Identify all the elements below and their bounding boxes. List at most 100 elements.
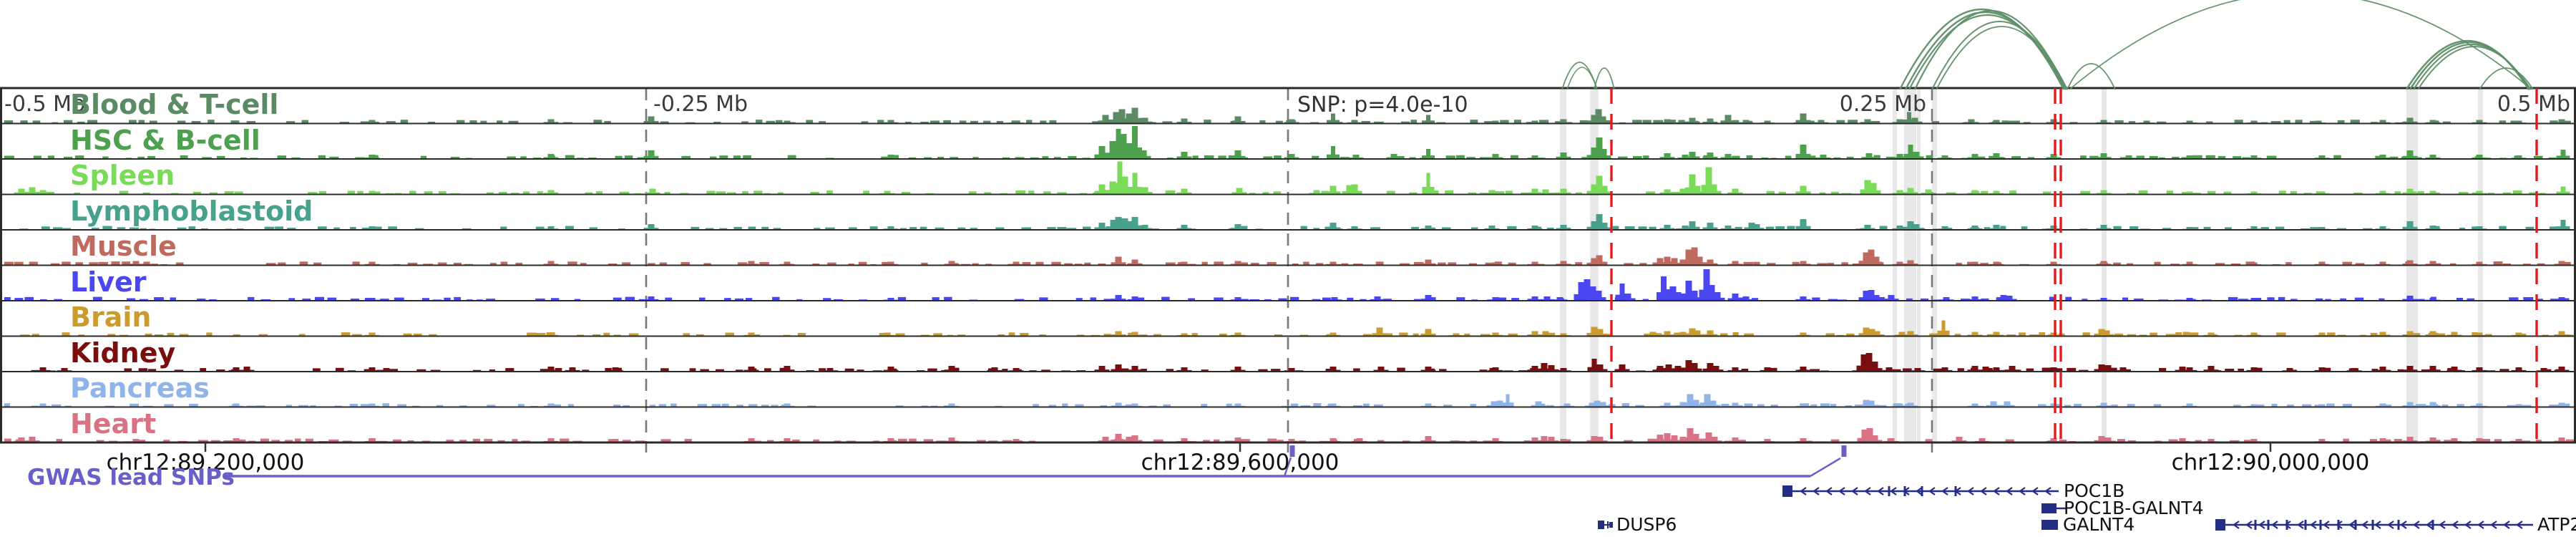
gene-label-atp2b1[interactable]: ATP2B1 [2537, 514, 2576, 535]
signal-noise [1204, 120, 1211, 124]
gene-label-poc1b-galnt4[interactable]: POC1B-GALNT4 [2064, 498, 2204, 518]
track-label-hsc-b-cell[interactable]: HSC & B-cell [70, 124, 260, 156]
signal-peak-base [1675, 192, 1691, 195]
signal-peak [1993, 190, 2000, 195]
track-label-pancreas[interactable]: Pancreas [70, 372, 210, 404]
track-label-heart[interactable]: Heart [70, 407, 157, 440]
track-label-blood-t-cell[interactable]: Blood & T-cell [70, 89, 279, 120]
signal-peak-base [1860, 122, 1875, 124]
signal-peak-base [1422, 187, 1435, 195]
signal-peak-base [1860, 228, 1875, 230]
signal-noise [1828, 299, 1838, 301]
interaction-arc[interactable] [1566, 67, 1598, 90]
signal-peak-base [1591, 224, 1607, 230]
signal-noise [4, 155, 14, 159]
signal-noise [177, 227, 187, 230]
interaction-arc[interactable] [1898, 9, 2065, 90]
signal-noise [2011, 156, 2021, 159]
signal-noise [2529, 192, 2537, 195]
signal-noise [1226, 403, 1232, 407]
signal-peak-base [1989, 228, 2004, 230]
interaction-arc[interactable] [1594, 67, 1615, 90]
signal-noise [2325, 299, 2331, 301]
signal-peak-base [2246, 369, 2262, 372]
track-label-kidney[interactable]: Kidney [70, 337, 176, 369]
signal-noise [1632, 120, 1642, 124]
interaction-arc[interactable] [1908, 14, 2067, 90]
gene-exon-block[interactable] [1598, 521, 1604, 529]
signal-peak-base [1230, 369, 1246, 372]
signal-peak [991, 367, 998, 372]
signal-noise [1521, 192, 1529, 195]
signal-noise [1929, 333, 1938, 337]
track-label-brain[interactable]: Brain [70, 301, 152, 333]
signal-peak [1674, 292, 1682, 301]
signal-peak-base [1327, 120, 1340, 124]
track-label-lymphoblastoid[interactable]: Lymphoblastoid [70, 195, 313, 227]
signal-noise [1035, 261, 1044, 266]
signal-noise [1292, 263, 1299, 266]
signal-peak [948, 366, 955, 372]
signal-noise [937, 157, 945, 159]
signal-noise [995, 227, 1005, 230]
signal-noise [1048, 405, 1056, 407]
signal-noise [919, 226, 927, 230]
gene-label-poc1b[interactable]: POC1B [2064, 480, 2125, 501]
interaction-arc[interactable] [2417, 46, 2532, 90]
signal-peak-base [2425, 228, 2441, 230]
signal-peak-base [1727, 369, 1743, 372]
signal-peak [1492, 297, 1499, 301]
signal-peak [1689, 328, 1696, 337]
signal-peak [1687, 428, 1694, 442]
signal-peak [1560, 188, 1567, 195]
signal-noise [2206, 121, 2213, 124]
track-label-liver[interactable]: Liver [70, 266, 147, 298]
gene-label-dusp6[interactable]: DUSP6 [1616, 514, 1677, 535]
signal-peak [1800, 261, 1807, 266]
signal-noise [2078, 369, 2089, 372]
signal-noise [660, 121, 669, 124]
signal-noise [2234, 120, 2243, 124]
signal-noise [2207, 190, 2216, 195]
interaction-arc[interactable] [2479, 67, 2534, 90]
gwas-lead-snp-marker[interactable] [1841, 445, 1847, 457]
signal-noise [1670, 192, 1680, 195]
signal-peak-base [1492, 405, 1508, 407]
signal-noise [709, 156, 717, 159]
interaction-arc[interactable] [1931, 21, 2068, 90]
signal-noise [879, 332, 888, 337]
signal-peak [1732, 437, 1739, 442]
signal-noise [1833, 157, 1841, 159]
track-label-muscle[interactable]: Muscle [70, 231, 177, 262]
signal-peak [2179, 438, 2186, 442]
gene-label-galnt4[interactable]: GALNT4 [2063, 514, 2135, 535]
gene-exon-block[interactable] [2041, 520, 2058, 530]
track-label-spleen[interactable]: Spleen [70, 160, 175, 191]
gwas-lead-snp-marker[interactable] [1289, 445, 1295, 457]
signal-peak [143, 261, 150, 266]
signal-noise [1639, 263, 1647, 266]
gene-exon-block[interactable] [2041, 503, 2057, 513]
signal-peak [1131, 259, 1138, 266]
signal-peak-base [1978, 369, 1994, 372]
signal-noise [2523, 296, 2534, 301]
signal-peak-base [1420, 369, 1436, 372]
signal-peak [2103, 330, 2110, 337]
signal-noise [119, 190, 129, 195]
interaction-arc[interactable] [2067, 63, 2116, 90]
signal-noise [665, 297, 673, 301]
strand-arrow-icon [2464, 521, 2472, 529]
signal-peak [1664, 119, 1671, 124]
signal-noise [2290, 299, 2298, 301]
signal-noise [2042, 191, 2051, 195]
signal-noise [386, 121, 396, 124]
interaction-arc[interactable] [2069, 0, 2532, 90]
strand-arrow-icon [2297, 521, 2304, 529]
interaction-arc[interactable] [1936, 26, 2068, 90]
signal-peak [369, 403, 376, 407]
signal-noise [2049, 296, 2056, 301]
signal-peak [1560, 119, 1567, 124]
signal-noise [327, 297, 337, 301]
signal-peak [2186, 403, 2193, 407]
